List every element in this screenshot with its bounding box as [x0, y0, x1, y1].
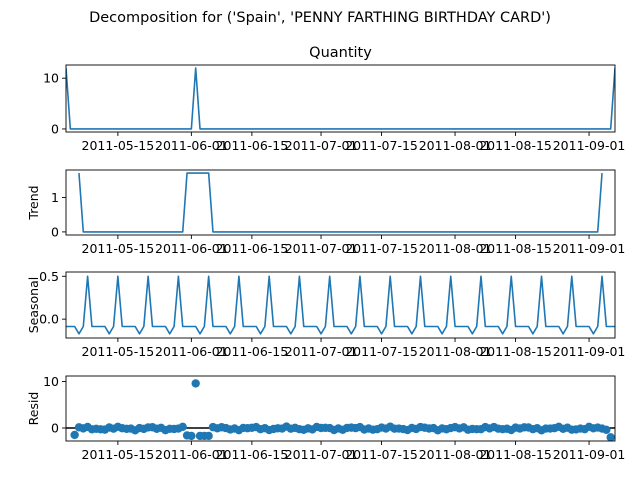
x-tick-label: 2011-06-01	[155, 447, 228, 462]
resid-point	[602, 425, 611, 435]
x-tick-label: 2011-08-15	[479, 344, 552, 359]
x-tick-label: 2011-07-15	[345, 344, 418, 359]
x-tick-label: 2011-06-15	[216, 344, 289, 359]
panel-title: Quantity	[309, 45, 372, 61]
y-axis-label: Seasonal	[26, 277, 41, 334]
x-tick-label: 2011-08-01	[419, 138, 492, 153]
plot-area	[66, 67, 615, 130]
resid-point	[178, 422, 187, 432]
series-line	[66, 67, 615, 130]
y-tick-label: 1	[51, 190, 59, 205]
x-tick-label: 2011-06-15	[216, 241, 289, 256]
x-tick-label: 2011-09-01	[553, 138, 626, 153]
y-tick-label: 0	[51, 224, 59, 239]
series-line	[66, 275, 615, 335]
axes-frame	[65, 271, 616, 339]
y-tick-label: 0	[51, 421, 59, 436]
x-tick-label: 2011-08-01	[419, 241, 492, 256]
x-tick-label: 2011-09-01	[553, 447, 626, 462]
y-axis-label: Trend	[26, 185, 41, 220]
x-tick-label: 2011-07-01	[285, 138, 358, 153]
x-tick-label: 2011-07-15	[345, 241, 418, 256]
resid-point	[191, 379, 200, 388]
x-tick-label: 2011-08-01	[419, 344, 492, 359]
x-tick-label: 2011-05-15	[82, 344, 155, 359]
x-tick-label: 2011-06-01	[155, 344, 228, 359]
x-tick-label: 2011-05-15	[82, 138, 155, 153]
x-tick-label: 2011-08-15	[479, 241, 552, 256]
x-tick-label: 2011-08-15	[479, 447, 552, 462]
resid-point	[204, 431, 213, 441]
x-tick-label: 2011-07-01	[285, 344, 358, 359]
x-tick-label: 2011-07-15	[345, 138, 418, 153]
plot-area	[66, 275, 615, 335]
x-tick-label: 2011-07-15	[345, 447, 418, 462]
y-tick-label: 0.0	[39, 312, 59, 327]
x-tick-label: 2011-09-01	[553, 241, 626, 256]
plot-area	[66, 379, 615, 441]
y-tick-label: 10	[43, 71, 59, 86]
y-tick-label: 0	[51, 121, 59, 136]
axes-frame	[65, 169, 616, 236]
x-tick-label: 2011-06-15	[216, 138, 289, 153]
x-tick-label: 2011-07-01	[285, 241, 358, 256]
series-line	[78, 172, 603, 233]
panel-0: Quantity 0 10 2011-05-15 2011-06-012011-06-1…	[43, 45, 625, 153]
axes-frame	[65, 64, 616, 133]
figure-suptitle: Decomposition for ('Spain', 'PENNY FARTH…	[89, 10, 551, 26]
x-tick-label: 2011-08-01	[419, 447, 492, 462]
x-tick-label: 2011-07-01	[285, 447, 358, 462]
plot-area	[78, 172, 603, 233]
x-tick-label: 2011-05-15	[82, 447, 155, 462]
x-tick-label: 2011-05-15	[82, 241, 155, 256]
y-tick-label: 0.5	[39, 269, 59, 284]
x-tick-label: 2011-08-15	[479, 138, 552, 153]
resid-point	[606, 433, 615, 441]
axes-frame	[65, 375, 616, 442]
x-tick-label: 2011-09-01	[553, 344, 626, 359]
resid-point	[187, 431, 196, 441]
x-tick-label: 2011-06-15	[216, 447, 289, 462]
y-axis-label: Resid	[26, 392, 41, 426]
resid-point	[70, 430, 79, 440]
x-tick-label: 2011-06-01	[155, 138, 228, 153]
x-tick-label: 2011-06-01	[155, 241, 228, 256]
y-tick-label: 10	[43, 374, 59, 389]
